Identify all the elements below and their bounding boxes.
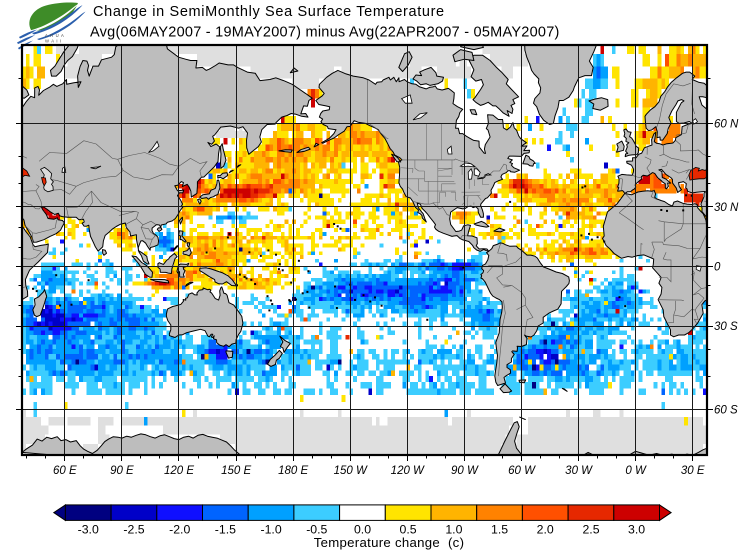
svg-text:Change in SemiMonthly Sea Surf: Change in SemiMonthly Sea Surface Temper…	[93, 4, 445, 20]
svg-text:1.5: 1.5	[491, 523, 508, 537]
svg-text:-1.0: -1.0	[260, 523, 281, 537]
svg-text:30 S: 30 S	[714, 321, 738, 333]
svg-text:180 E: 180 E	[278, 465, 308, 477]
svg-text:Avg(06MAY2007 - 19MAY2007) min: Avg(06MAY2007 - 19MAY2007) minus Avg(22A…	[90, 25, 560, 41]
svg-text:60 N: 60 N	[714, 119, 739, 131]
svg-text:0.5: 0.5	[400, 523, 417, 537]
svg-text:3.0: 3.0	[628, 523, 645, 537]
svg-text:2.0: 2.0	[537, 523, 554, 537]
svg-text:Temperature change (c): Temperature change (c)	[314, 535, 465, 550]
svg-text:-0.5: -0.5	[306, 523, 327, 537]
svg-text:120 E: 120 E	[164, 465, 194, 477]
svg-text:150 E: 150 E	[221, 465, 251, 477]
svg-text:30 N: 30 N	[714, 202, 739, 214]
svg-text:0: 0	[714, 262, 721, 274]
svg-text:-3.0: -3.0	[78, 523, 99, 537]
svg-text:-2.0: -2.0	[169, 523, 190, 537]
svg-text:30 E: 30 E	[681, 465, 705, 477]
svg-text:WAII: WAII	[45, 39, 64, 44]
svg-text:0 W: 0 W	[625, 465, 647, 477]
svg-text:-1.5: -1.5	[215, 523, 236, 537]
svg-text:30 W: 30 W	[565, 465, 593, 477]
svg-text:ARUA: ARUA	[45, 33, 66, 38]
svg-text:90 E: 90 E	[110, 465, 134, 477]
svg-text:1.0: 1.0	[445, 523, 462, 537]
svg-text:150 W: 150 W	[334, 465, 368, 477]
svg-text:120 W: 120 W	[391, 465, 425, 477]
svg-text:90 W: 90 W	[451, 465, 479, 477]
svg-text:60 W: 60 W	[508, 465, 536, 477]
svg-text:0.0: 0.0	[354, 523, 371, 537]
svg-text:2.5: 2.5	[582, 523, 599, 537]
svg-text:-2.5: -2.5	[123, 523, 144, 537]
svg-text:60 S: 60 S	[714, 404, 738, 416]
svg-text:60 E: 60 E	[53, 465, 77, 477]
